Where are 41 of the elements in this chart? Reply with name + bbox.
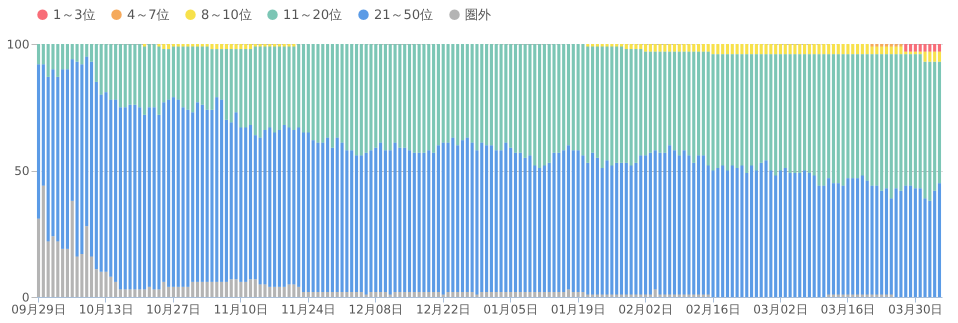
bar	[938, 62, 942, 184]
bar	[514, 44, 518, 153]
bar	[36, 218, 40, 297]
x-tick-label: 01月05日	[483, 302, 538, 316]
bar	[870, 44, 874, 47]
x-tick-label: 03月16日	[820, 302, 876, 316]
legend-label: 8～10位	[201, 8, 252, 23]
x-tick-label: 10月13日	[78, 302, 134, 316]
legend-label: 21～50位	[374, 8, 434, 23]
bar	[142, 44, 146, 47]
x-tick-label: 02月16日	[686, 302, 740, 316]
legend-label: 1～3位	[53, 8, 96, 23]
x-tick-label: 12月08日	[348, 302, 404, 316]
x-tick-label: 09月29日	[11, 302, 66, 316]
bar	[460, 140, 464, 292]
x-tick-label: 11月10日	[214, 302, 268, 316]
x-tick-label: 10月27日	[146, 302, 201, 316]
legend-label: 圏外	[465, 8, 491, 23]
bar	[292, 44, 296, 47]
bar	[36, 64, 40, 219]
bar	[514, 292, 518, 297]
x-tick-label: 12月22日	[416, 302, 471, 316]
y-tick-label: 50	[14, 164, 30, 178]
bar	[514, 152, 518, 292]
bar	[460, 44, 464, 140]
bar	[938, 183, 942, 297]
bar	[827, 294, 830, 297]
x-tick-label: 11月24日	[281, 302, 336, 316]
y-tick-label: 0	[22, 290, 30, 304]
x-tick-label: 03月30日	[888, 302, 943, 316]
x-tick-label: 01月19日	[550, 302, 606, 316]
y-tick-label: 100	[6, 38, 30, 52]
legend-label: 4～7位	[127, 8, 170, 23]
x-tick-label: 03月02日	[753, 302, 808, 316]
bar	[36, 44, 40, 64]
bar	[899, 44, 902, 47]
legend-label: 11～20位	[283, 8, 342, 23]
bar	[938, 44, 942, 52]
bar	[938, 52, 942, 62]
x-tick-label: 02月02日	[618, 302, 673, 316]
bar	[460, 292, 464, 297]
